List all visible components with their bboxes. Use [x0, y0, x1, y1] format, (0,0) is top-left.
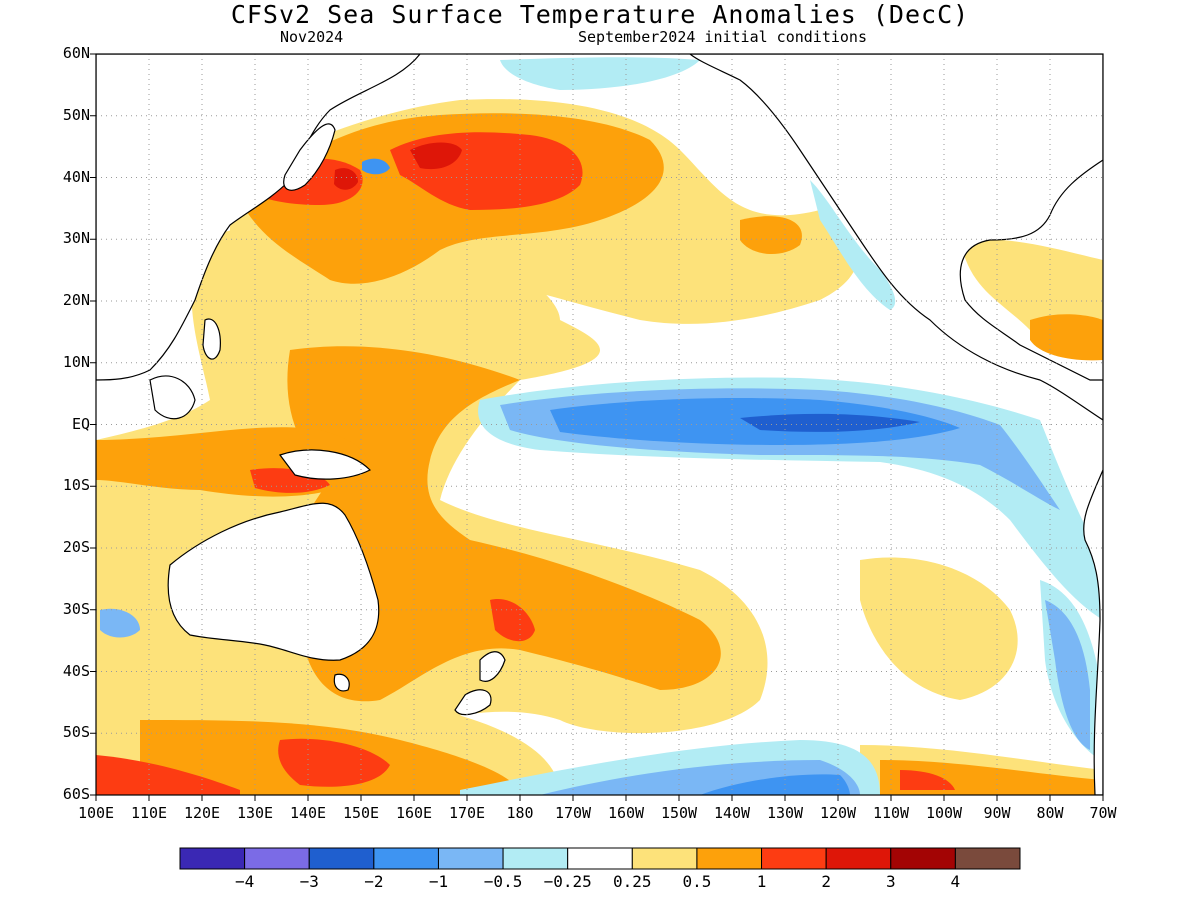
colorbar [179, 847, 1021, 870]
colorbar-label: −1 [428, 872, 449, 891]
landmass-japan [283, 123, 336, 191]
anomaly-region-southeast-warm [860, 557, 1018, 700]
longitude-label: 120E [183, 804, 221, 822]
longitude-label: 90W [983, 804, 1011, 822]
colorbar-swatch [631, 847, 698, 870]
latitude-label: 30N [62, 229, 90, 248]
colorbar-swatch [179, 847, 246, 870]
longitude-label: 130E [236, 804, 274, 822]
colorbar-label: 4 [950, 872, 961, 891]
anomaly-region-southern-blue [700, 774, 850, 795]
landmass-new-guinea [279, 449, 372, 480]
anomaly-region-southeast-red [900, 770, 955, 790]
longitude-label: 110W [872, 804, 910, 822]
latitude-label: 60N [62, 44, 90, 62]
anomaly-region-peru-lightblue [1045, 600, 1090, 750]
landmass-borneo [149, 375, 196, 420]
longitude-label: 180 [506, 804, 534, 822]
colorbar-swatch [890, 847, 956, 870]
anomaly-region-east-orange [740, 216, 802, 255]
longitude-label: 170E [448, 804, 486, 822]
colorbar-label: −4 [234, 872, 255, 891]
landmass-australia [167, 502, 380, 661]
map-title: CFSv2 Sea Surface Temperature Anomalies … [230, 0, 970, 29]
anomaly-region-california-cyan [810, 180, 896, 310]
landmass-tasmania [333, 673, 350, 692]
latitude-label: 20S [62, 538, 90, 556]
colorbar-swatch [696, 847, 763, 870]
longitude-label: 100W [925, 804, 963, 822]
initial-conditions: September2024 initial conditions [578, 28, 867, 46]
colorbar-swatch [825, 847, 892, 870]
longitude-label: 140W [713, 804, 751, 822]
latitude-label: 60S [62, 785, 90, 803]
latitude-label: 10N [62, 352, 90, 371]
latitude-label: 40S [62, 661, 90, 680]
landmass-south-america [1083, 469, 1103, 795]
longitude-label: 160W [607, 804, 645, 822]
latitude-label: 40N [62, 167, 90, 186]
longitude-label: 130W [766, 804, 804, 822]
anomaly-region-nw-pacific-darkred [410, 142, 462, 170]
longitude-label: 160E [395, 804, 433, 822]
longitude-label: 120W [819, 804, 857, 822]
anomaly-region-cold-tongue-darkblue [740, 413, 920, 432]
longitude-label: 80W [1036, 804, 1064, 822]
colorbar-label: −0.25 [543, 872, 592, 891]
colorbar-swatch [244, 847, 310, 870]
landmass-new-zealand-north [479, 651, 506, 682]
axis-ticks [90, 53, 1104, 801]
coastlines [96, 54, 1103, 795]
colorbar-label: −3 [299, 872, 319, 891]
colorbar-swatch [373, 847, 439, 870]
anomaly-region-caribbean-orange [1030, 314, 1103, 361]
longitude-label: 140E [289, 804, 327, 822]
colorbar-label: −2 [364, 872, 384, 891]
latitude-label: 20N [62, 291, 90, 309]
colorbar-label: −0.5 [483, 872, 523, 891]
colorbar-swatch [761, 847, 827, 870]
longitude-label: 150W [660, 804, 698, 822]
latitude-label: EQ [71, 414, 90, 433]
colorbar-swatch [502, 847, 569, 870]
colorbar-swatch [954, 847, 1021, 870]
latitude-label: 30S [62, 599, 90, 618]
landmass-philippines [202, 318, 221, 360]
longitude-label: 110E [130, 804, 168, 822]
colorbar-swatch [437, 847, 504, 870]
forecast-month: Nov2024 [280, 28, 344, 46]
anomaly-region-south-red-1 [96, 755, 240, 795]
landmass-north-america [689, 54, 1103, 421]
landmass-new-zealand-south [454, 689, 492, 716]
latitude-label: 10S [62, 476, 90, 495]
anomaly-region-south-red-2 [278, 738, 390, 787]
anomaly-region-northeast-cyan [500, 57, 700, 90]
colorbar-swatch [308, 847, 375, 870]
latitude-label: 50S [62, 723, 90, 742]
longitude-label: 100E [77, 804, 115, 822]
landmass-asia [96, 54, 421, 381]
anomaly-region-japan-darkred [334, 168, 358, 190]
colorbar-label: 0.5 [682, 872, 712, 891]
anomaly-region-tasman-lightblue [100, 608, 140, 638]
colorbar-label: 3 [885, 872, 896, 891]
longitude-label: 170W [554, 804, 592, 822]
colorbar-swatch [567, 847, 633, 870]
colorbar-label: 2 [821, 872, 831, 891]
longitude-label: 150E [342, 804, 380, 822]
grid-lines [96, 54, 1103, 795]
longitude-label: 70W [1089, 804, 1117, 822]
colorbar-label: 1 [756, 872, 767, 891]
anomaly-region-western-pacific-orange [287, 346, 721, 702]
latitude-label: 50N [62, 105, 90, 124]
anomaly-region-kuroshio-cold [362, 158, 390, 175]
colorbar-label: 0.25 [613, 872, 652, 891]
